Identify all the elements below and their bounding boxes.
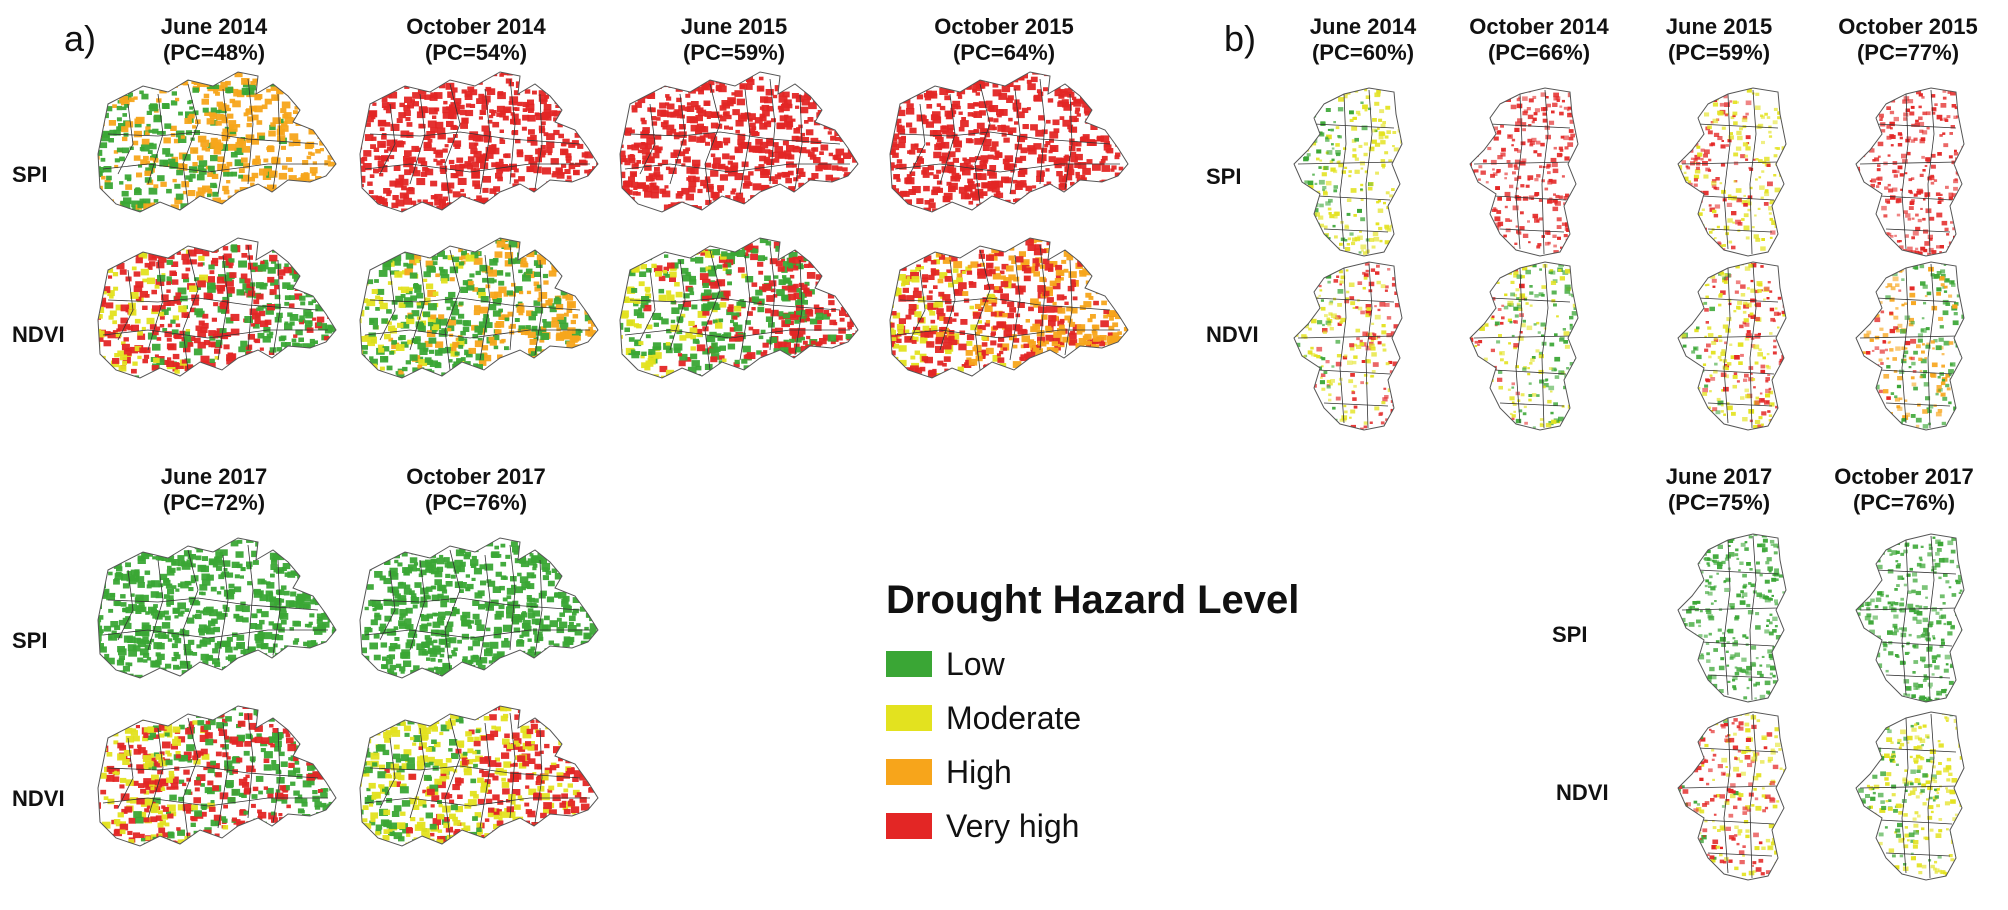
map-b-ndvi-jun2014 (1293, 261, 1403, 431)
col-title-b-jun2014: June 2014 (PC=60%) (1268, 14, 1458, 66)
legend-item-very-high: Very high (886, 799, 1299, 853)
legend-swatch-high (886, 759, 932, 785)
col-date: June 2017 (160, 464, 268, 489)
col-title-b-oct2017: October 2017 (PC=76%) (1806, 464, 2002, 516)
panel-a-label: a) (64, 18, 97, 59)
col-pc: (PC=66%) (1487, 40, 1591, 65)
legend-item-moderate: Moderate (886, 691, 1299, 745)
map-b-ndvi-oct2015 (1855, 261, 1965, 431)
map-a-spi-oct2014 (359, 71, 599, 213)
map-b-spi-oct2017 (1855, 533, 1965, 703)
col-title-b-jun2017: June 2017 (PC=75%) (1624, 464, 1814, 516)
map-a-ndvi-jun2014 (97, 237, 337, 379)
map-b-spi-jun2015 (1677, 87, 1787, 257)
col-date: October 2014 (1469, 14, 1609, 39)
map-a-ndvi-jun2017 (97, 705, 337, 847)
legend-label-moderate: Moderate (946, 699, 1082, 736)
col-date: June 2015 (1665, 14, 1773, 39)
map-b-spi-jun2014 (1293, 87, 1403, 257)
map-b-spi-oct2014 (1469, 87, 1579, 257)
legend-label-high: High (946, 753, 1012, 790)
col-pc: (PC=59%) (1667, 40, 1771, 65)
col-date: June 2015 (680, 14, 788, 39)
col-date: October 2015 (1838, 14, 1978, 39)
map-b-spi-jun2017 (1677, 533, 1787, 703)
legend-swatch-moderate (886, 705, 932, 731)
row-label-b-ndvi-top: NDVI (1206, 322, 1259, 347)
legend-item-low: Low (886, 637, 1299, 691)
col-date: October 2014 (406, 14, 546, 39)
col-title-b-jun2015: June 2015 (PC=59%) (1624, 14, 1814, 66)
col-pc: (PC=72%) (162, 490, 266, 515)
row-label-a-spi-bottom: SPI (12, 628, 48, 653)
map-a-spi-oct2015 (889, 71, 1129, 213)
legend-title: Drought Hazard Level (886, 578, 1300, 622)
legend-item-high: High (886, 745, 1299, 799)
map-b-ndvi-oct2017 (1855, 711, 1965, 881)
col-pc: (PC=48%) (162, 40, 266, 65)
col-title-a-oct2017: October 2017 (PC=76%) (376, 464, 576, 516)
col-date: October 2017 (1834, 464, 1974, 489)
col-title-a-oct2015: October 2015 (PC=64%) (904, 14, 1104, 66)
row-label-a-ndvi-bottom: NDVI (12, 786, 65, 811)
col-pc: (PC=59%) (682, 40, 786, 65)
map-a-spi-jun2017 (97, 537, 337, 679)
col-title-a-oct2014: October 2014 (PC=54%) (376, 14, 576, 66)
legend-label-very-high: Very high (946, 807, 1080, 844)
row-label-a-ndvi-top: NDVI (12, 322, 65, 347)
col-pc: (PC=54%) (424, 40, 528, 65)
map-a-spi-jun2015 (619, 71, 859, 213)
map-a-ndvi-oct2017 (359, 705, 599, 847)
row-label-a-spi-top: SPI (12, 162, 48, 187)
col-title-b-oct2014: October 2014 (PC=66%) (1444, 14, 1634, 66)
map-a-ndvi-jun2015 (619, 237, 859, 379)
col-title-b-oct2015: October 2015 (PC=77%) (1810, 14, 2006, 66)
col-pc: (PC=75%) (1667, 490, 1771, 515)
col-pc: (PC=60%) (1311, 40, 1415, 65)
row-label-b-ndvi-bottom: NDVI (1556, 780, 1609, 805)
col-title-a-jun2017: June 2017 (PC=72%) (114, 464, 314, 516)
map-a-ndvi-oct2014 (359, 237, 599, 379)
map-a-ndvi-oct2015 (889, 237, 1129, 379)
map-b-ndvi-oct2014 (1469, 261, 1579, 431)
col-pc: (PC=76%) (424, 490, 528, 515)
col-date: October 2017 (406, 464, 546, 489)
col-date: October 2015 (934, 14, 1074, 39)
legend-label-low: Low (946, 645, 1005, 682)
col-date: June 2017 (1665, 464, 1773, 489)
map-b-ndvi-jun2017 (1677, 711, 1787, 881)
col-pc: (PC=77%) (1856, 40, 1960, 65)
col-pc: (PC=64%) (952, 40, 1056, 65)
map-a-spi-oct2017 (359, 537, 599, 679)
map-b-spi-oct2015 (1855, 87, 1965, 257)
map-a-spi-jun2014 (97, 71, 337, 213)
legend-swatch-very-high (886, 813, 932, 839)
col-title-a-jun2014: June 2014 (PC=48%) (114, 14, 314, 66)
map-b-ndvi-jun2015 (1677, 261, 1787, 431)
row-label-b-spi-top: SPI (1206, 164, 1242, 189)
legend-swatch-low (886, 651, 932, 677)
panel-b-label: b) (1224, 18, 1257, 59)
col-title-a-jun2015: June 2015 (PC=59%) (634, 14, 834, 66)
legend: Drought Hazard Level Low Moderate High V… (886, 578, 1299, 853)
col-pc: (PC=76%) (1852, 490, 1956, 515)
col-date: June 2014 (1309, 14, 1417, 39)
col-date: June 2014 (160, 14, 268, 39)
row-label-b-spi-bottom: SPI (1552, 622, 1588, 647)
